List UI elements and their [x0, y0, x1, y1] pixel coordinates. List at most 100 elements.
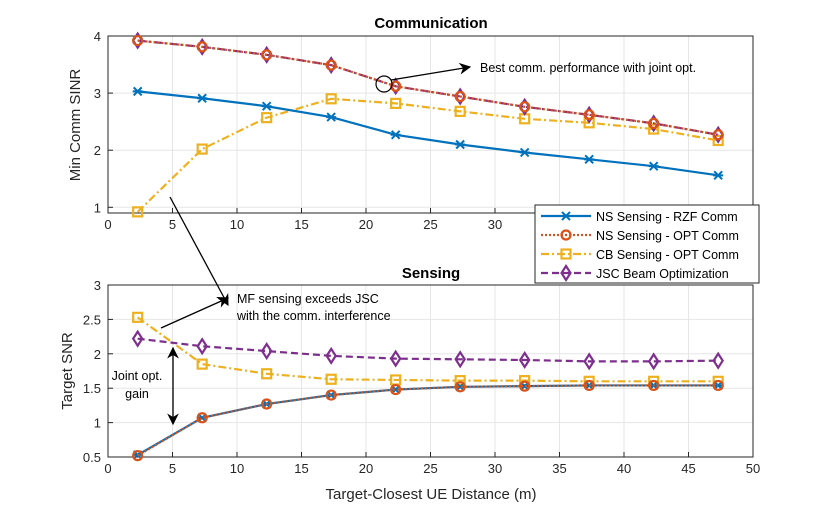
x-tick-label: 25: [423, 461, 437, 476]
series-line-cb: [136, 97, 719, 213]
annotation-arrow-best-comm: [390, 62, 472, 81]
data-point-jsc: [389, 349, 402, 368]
y-tick-label: 2: [94, 143, 101, 158]
data-point-nsopt: [196, 412, 208, 424]
y-tick-label: 1: [94, 416, 101, 431]
data-point-nsopt: [325, 389, 337, 401]
x-tick-label: 30: [488, 217, 502, 232]
annotation-gain-line1: Joint opt.: [112, 369, 163, 383]
x-tick-label: 40: [617, 461, 631, 476]
data-point-rzf: [648, 161, 659, 171]
annotation-circle: [375, 75, 393, 93]
data-point-nsopt: [132, 450, 144, 462]
data-point-nsopt: [325, 59, 337, 71]
series-line-rzf: [137, 90, 719, 177]
data-point-rzf: [455, 139, 466, 150]
data-point-nsopt: [261, 398, 273, 410]
x-tick-label: 30: [488, 461, 502, 476]
data-point-cb: [261, 368, 273, 380]
x-tick-label: 15: [294, 461, 308, 476]
data-point-cb: [196, 358, 208, 370]
legend-marker-rzf: [561, 211, 571, 221]
annotation-mf-line1: MF sensing exceeds JSC: [237, 292, 379, 306]
legend-label-nsopt: NS Sensing - OPT Comm: [596, 229, 739, 243]
x-tick-label: 5: [169, 461, 176, 476]
x-tick-label: 15: [294, 217, 308, 232]
y-tick-label: 1: [94, 200, 101, 215]
data-point-nsopt: [261, 49, 273, 61]
legend-marker-nsopt: [560, 229, 572, 241]
communication-ylabel: Min Comm SINR: [67, 69, 84, 182]
data-point-nsopt: [132, 34, 144, 47]
data-point-nsopt: [648, 379, 660, 392]
data-point-nsopt: [519, 380, 531, 392]
data-point-nsopt: [454, 381, 466, 393]
legend-label-cb: CB Sensing - OPT Comm: [596, 248, 739, 262]
data-point-cb: [325, 373, 337, 385]
legend: NS Sensing - RZF Comm NS Sensing - OPT C…: [534, 204, 760, 284]
x-tick-label: 25: [423, 217, 437, 232]
data-point-cb: [390, 97, 402, 109]
data-point-rzf: [132, 86, 143, 97]
data-point-nsopt: [519, 101, 531, 113]
data-point-cb: [712, 134, 724, 147]
data-point-jsc: [518, 350, 531, 370]
data-point-cb: [132, 311, 144, 323]
data-point-jsc: [712, 351, 724, 370]
axes-box: [107, 284, 754, 458]
data-point-rzf: [326, 112, 337, 122]
axes-box: [107, 35, 754, 214]
series-line-cb: [137, 316, 719, 383]
y-tick-label: 1.5: [83, 381, 101, 396]
data-point-nsopt: [454, 90, 466, 103]
data-point-rzf: [519, 147, 530, 158]
data-point-rzf: [197, 93, 208, 103]
annotation-arrow-mf-2: [160, 296, 230, 329]
data-point-nsopt: [712, 379, 724, 392]
annotation-mf-line2: with the comm. interference: [236, 309, 391, 323]
data-point-cb: [261, 112, 273, 124]
sensing-xlabel: Target-Closest UE Distance (m): [326, 486, 537, 503]
y-tick-label: 3: [94, 278, 101, 293]
data-point-jsc: [131, 329, 144, 348]
series-cb: [132, 311, 724, 387]
legend-marker-jsc: [560, 263, 572, 283]
sensing-title: Sensing: [402, 265, 460, 282]
data-point-cb: [454, 375, 466, 387]
data-point-jsc: [196, 337, 208, 356]
data-point-rzf: [261, 101, 272, 111]
y-tick-label: 2: [94, 347, 101, 362]
communication-title: Communication: [374, 15, 487, 32]
sensing-axes: 0 5 10 15 20 25 30 35 40 45 50 0.5 1 1.5 2 2.5 3: [83, 278, 760, 476]
series-rzf: [132, 86, 724, 181]
annotation-gain-line2: gain: [125, 387, 149, 401]
y-tick-label: 0.5: [83, 450, 101, 465]
data-point-rzf: [390, 130, 401, 140]
data-point-jsc: [454, 350, 466, 369]
x-tick-label: 0: [104, 217, 111, 232]
series-jsc: [131, 329, 724, 371]
series-line-nsopt: [137, 39, 719, 136]
annotation-best-comm: Best comm. performance with joint opt.: [480, 61, 696, 75]
data-point-rzf: [713, 170, 724, 181]
data-point-cb: [454, 105, 466, 117]
x-tick-label: 10: [230, 461, 244, 476]
y-tick-label: 2.5: [83, 312, 101, 327]
data-point-nsopt: [583, 379, 595, 392]
communication-axes: 0 5 10 15 20 25 30 1 2 3 4: [94, 29, 754, 232]
x-tick-label: 10: [230, 217, 244, 232]
data-point-nsopt: [712, 129, 724, 141]
x-tick-label: 20: [359, 217, 373, 232]
x-tick-label: 20: [359, 461, 373, 476]
legend-marker-cb: [560, 248, 572, 260]
y-tick-label: 3: [94, 86, 101, 101]
data-point-nsopt: [196, 41, 208, 53]
data-point-jsc: [583, 352, 595, 371]
data-point-nsopt: [583, 109, 595, 121]
x-tick-label: 5: [169, 217, 176, 232]
x-tick-label: 45: [681, 461, 695, 476]
data-point-nsopt: [390, 383, 402, 396]
x-tick-label: 50: [746, 461, 760, 476]
data-point-cb: [196, 143, 208, 155]
